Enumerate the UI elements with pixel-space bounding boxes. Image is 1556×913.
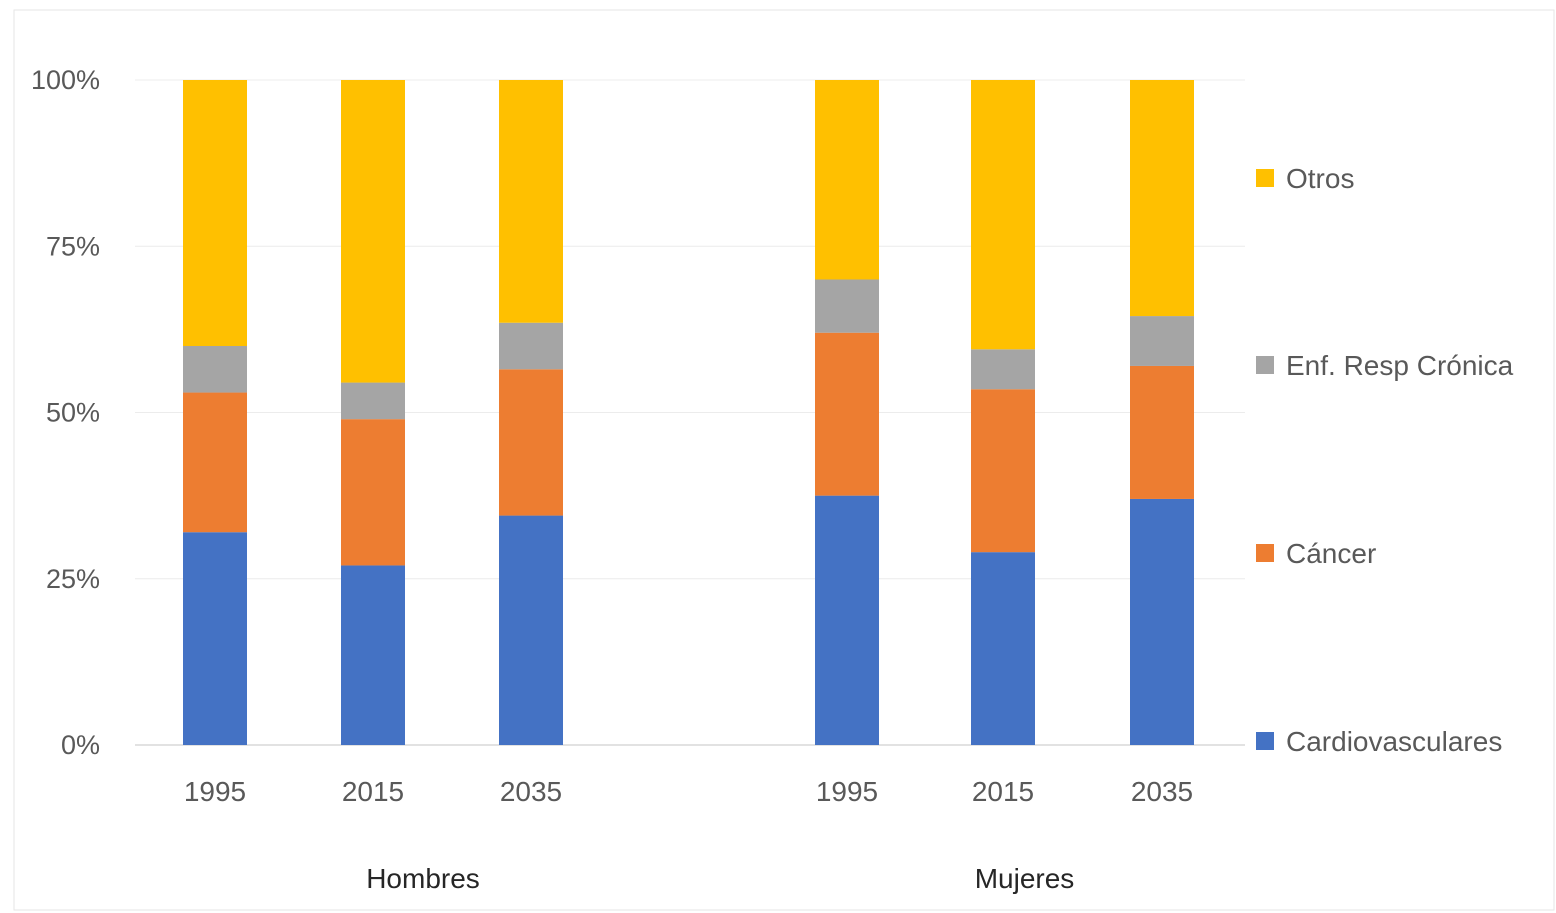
legend-label: Otros (1286, 163, 1354, 194)
bar-segment (341, 80, 405, 383)
x-category-label: 1995 (184, 776, 246, 807)
legend-label: Enf. Resp Crónica (1286, 350, 1514, 381)
legend-swatch (1256, 169, 1274, 187)
x-category-label: 2015 (972, 776, 1034, 807)
bar-segment (971, 552, 1035, 745)
bar-segment (183, 346, 247, 393)
x-axis-categories: 1995 2015 2035 1995 2015 2035 (184, 776, 1193, 807)
bar-segment (971, 389, 1035, 553)
bar-segment (971, 80, 1035, 350)
bar-segment (1130, 80, 1194, 317)
y-tick-label: 25% (46, 564, 100, 594)
bar-segment (815, 332, 879, 496)
bar-segment (499, 515, 563, 745)
bar-segment (183, 80, 247, 346)
bar-segment (1130, 498, 1194, 745)
bar-segment (341, 565, 405, 745)
y-tick-label: 100% (31, 65, 100, 95)
bar-segment (499, 369, 563, 516)
y-tick-label: 75% (46, 231, 100, 261)
chart-border (13, 9, 1555, 911)
x-group-label: Hombres (366, 863, 480, 894)
bar-segment (1130, 316, 1194, 366)
bar-segment (341, 382, 405, 420)
legend-swatch (1256, 356, 1274, 374)
legend-swatch (1256, 544, 1274, 562)
y-tick-label: 0% (61, 730, 100, 760)
x-axis-groups: Hombres Mujeres (366, 863, 1074, 894)
bar-segment (499, 322, 563, 370)
x-category-label: 1995 (816, 776, 878, 807)
bar-segment (815, 279, 879, 333)
legend-label: Cáncer (1286, 538, 1376, 569)
bar-segment (341, 419, 405, 566)
bar-segment (815, 495, 879, 745)
x-category-label: 2035 (1131, 776, 1193, 807)
x-category-label: 2035 (500, 776, 562, 807)
legend-swatch (1256, 732, 1274, 750)
legend-label: Cardiovasculares (1286, 726, 1502, 757)
bar-segment (183, 532, 247, 745)
bars (183, 80, 1194, 745)
legend: Otros Enf. Resp Crónica Cáncer Cardiovascul… (1256, 163, 1514, 757)
x-group-label: Mujeres (975, 863, 1075, 894)
gridlines (135, 79, 1245, 746)
bar-segment (815, 80, 879, 280)
bar-segment (499, 80, 563, 323)
y-tick-label: 50% (46, 398, 100, 428)
bar-segment (183, 392, 247, 533)
bar-segment (1130, 365, 1194, 499)
x-category-label: 2015 (342, 776, 404, 807)
bar-segment (971, 349, 1035, 390)
y-axis-ticks: 0% 25% 50% 75% 100% (31, 65, 100, 760)
